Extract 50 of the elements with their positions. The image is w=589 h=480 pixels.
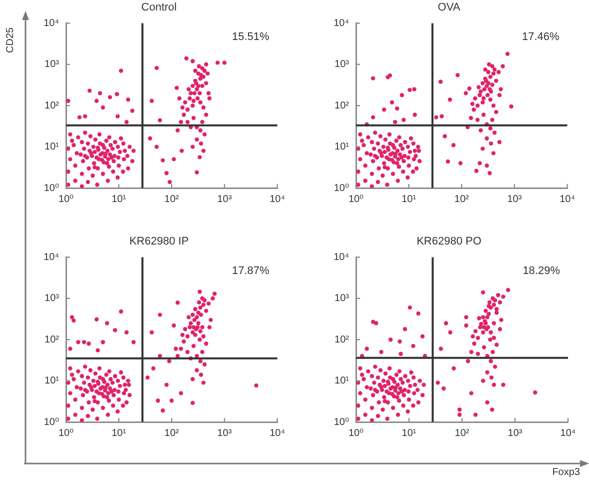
chart-title: KR62980 IP — [129, 236, 189, 248]
chart-title: Control — [141, 2, 177, 14]
y-tick-label: 10⁰ — [44, 416, 59, 428]
y-tick-label: 10² — [334, 334, 350, 346]
x-tick-label: 10⁴ — [560, 194, 575, 205]
annotation: 17.87% — [232, 265, 270, 278]
y-tick-label: 10³ — [334, 293, 350, 304]
x-tick-label: 10³ — [507, 194, 522, 205]
x-tick-label: 10¹ — [112, 428, 127, 439]
y-tick-label: 10⁰ — [334, 182, 349, 194]
x-tick-label: 10¹ — [402, 428, 417, 439]
x-tick-label: 10³ — [217, 428, 232, 439]
x-tick-label: 10² — [454, 428, 470, 439]
x-tick-label: 10⁰ — [348, 194, 364, 205]
y-tick-label: 10² — [44, 100, 60, 112]
chart-title: OVA — [438, 2, 461, 14]
annotation: 18.29% — [522, 265, 560, 278]
x-tick-label: 10² — [454, 194, 470, 205]
x-tick-label: 10¹ — [402, 194, 417, 205]
x-tick-label: 10⁴ — [270, 194, 285, 205]
x-tick-label: 10³ — [217, 194, 232, 205]
y-tick-label: 10² — [334, 100, 350, 112]
y-tick-label: 10⁴ — [334, 18, 349, 29]
x-tick-label: 10¹ — [112, 194, 127, 205]
x-tick-label: 10⁴ — [560, 428, 576, 439]
y-tick-label: 10³ — [44, 59, 60, 70]
y-tick-label: 10⁴ — [44, 252, 59, 263]
y-tick-label: 10¹ — [334, 376, 350, 387]
x-tick-label: 10² — [164, 194, 180, 205]
x-tick-label: 10⁰ — [348, 428, 364, 439]
y-tick-label: 10³ — [334, 59, 350, 70]
y-tick-label: 10¹ — [44, 376, 60, 387]
y-tick-label: 10⁴ — [44, 18, 59, 29]
y-tick-label: 10³ — [44, 293, 60, 304]
x-tick-label: 10⁰ — [58, 194, 74, 205]
x-tick-label: 10⁴ — [270, 428, 285, 439]
y-tick-label: 10¹ — [334, 142, 350, 153]
y-axis-title: CD25 — [4, 26, 16, 53]
y-tick-label: 10⁰ — [334, 416, 349, 428]
annotation: 17.46% — [522, 31, 560, 44]
y-tick-label: 10² — [44, 334, 60, 346]
x-tick-label: 10⁰ — [58, 428, 74, 439]
x-tick-label: 10³ — [508, 428, 523, 439]
x-tick-label: 10² — [164, 428, 180, 439]
x-axis-title: Foxp3 — [552, 467, 580, 478]
y-tick-label: 10¹ — [44, 142, 60, 153]
chart-title: KR62980 PO — [416, 236, 482, 248]
y-tick-label: 10⁰ — [44, 182, 59, 194]
y-tick-label: 10⁴ — [334, 252, 349, 263]
annotation: 15.51% — [232, 31, 270, 44]
